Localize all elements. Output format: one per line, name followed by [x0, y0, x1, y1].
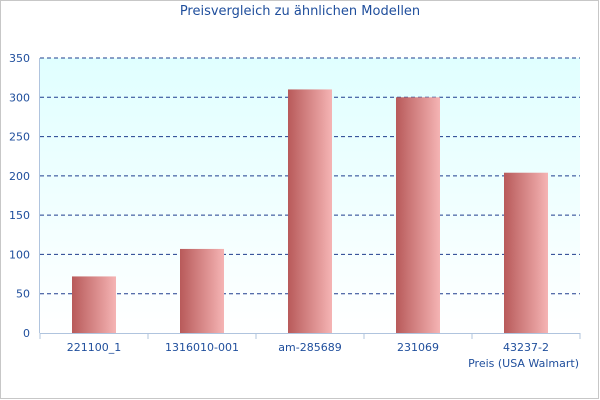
y-tick-label: 250 [9, 131, 30, 144]
y-tick-label: 100 [9, 248, 30, 261]
y-tick-label: 350 [9, 52, 30, 65]
bar [396, 97, 440, 334]
bars [72, 89, 548, 334]
bar [288, 89, 332, 333]
y-tick-label: 0 [23, 327, 30, 340]
x-tick-label: 231069 [397, 341, 439, 354]
x-tick-label: 43237-2 [503, 341, 549, 354]
bar [504, 172, 548, 333]
bar [180, 248, 224, 333]
y-tick-label: 150 [9, 209, 30, 222]
y-tick-labels: 0 50 100 150 200 250 300 350 [9, 52, 30, 340]
y-tick-label: 300 [9, 91, 30, 104]
chart-title: Preisvergleich zu ähnlichen Modellen [179, 4, 421, 19]
series-label: Preis (USA Walmart) [468, 357, 579, 370]
x-tick-label: 1316010-001 [165, 341, 239, 354]
y-tick-label: 50 [16, 288, 30, 301]
x-tick-labels: 221100_1 1316010-001 am-285689 231069 43237-… [67, 341, 549, 354]
axes [39, 58, 581, 339]
bar [72, 276, 116, 333]
y-tick-label: 200 [9, 170, 30, 183]
x-tick-label: 221100_1 [67, 341, 122, 354]
x-tick-label: am-285689 [278, 341, 341, 354]
